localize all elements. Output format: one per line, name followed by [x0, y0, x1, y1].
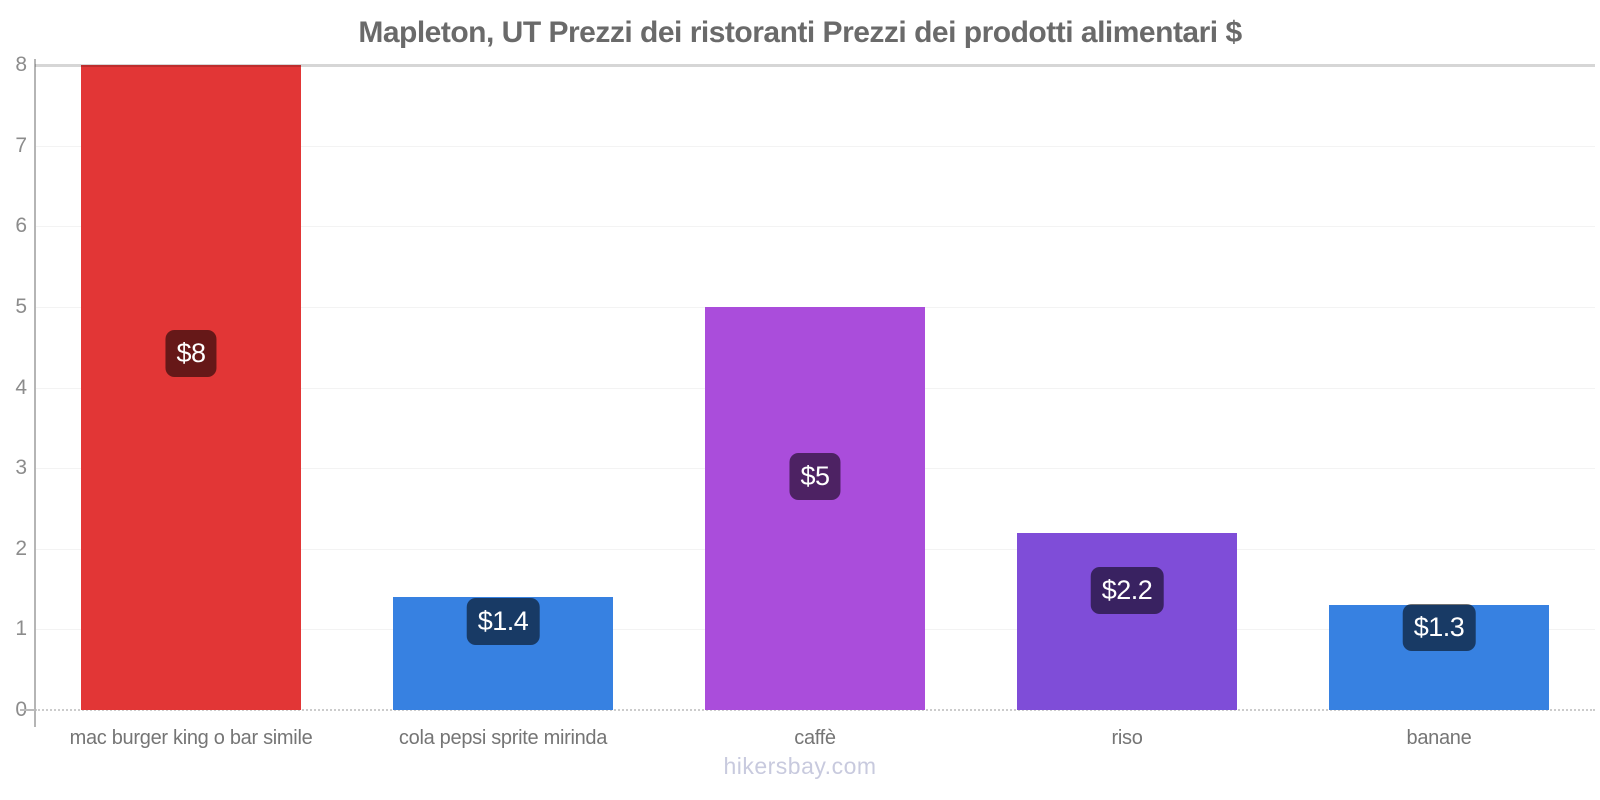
value-badge: $1.4 [466, 598, 540, 645]
y-tick-label: 3 [15, 456, 27, 480]
y-tick-label: 1 [15, 617, 27, 641]
x-category-label: cola pepsi sprite mirinda [398, 727, 608, 749]
y-tick-label: 2 [15, 536, 27, 560]
bar-4[interactable] [1017, 532, 1237, 710]
chart-title: Mapleton, UT Prezzi dei ristoranti Prezz… [358, 16, 1242, 49]
value-badge: $8 [165, 330, 217, 377]
x-category-label: riso [1111, 727, 1143, 749]
gridline-y7 [35, 145, 1595, 147]
x-category-label: banane [1406, 727, 1472, 749]
gridline-y6 [35, 226, 1595, 228]
y-tick-label: 6 [15, 214, 27, 238]
y-tick-label: 8 [15, 53, 27, 76]
y-tick-label: 7 [15, 133, 27, 157]
bar-1[interactable] [81, 65, 301, 710]
bar-3[interactable] [705, 306, 925, 710]
x-category-label: mac burger king o bar simile [69, 727, 313, 749]
value-badge: $2.2 [1090, 567, 1164, 614]
value-badge: $5 [789, 453, 841, 500]
y-tick-label: 5 [15, 294, 27, 318]
value-badge: $1.3 [1402, 604, 1476, 651]
zero-tick-mark [20, 709, 35, 711]
x-category-label: caffè [794, 727, 836, 749]
y-tick-label: 4 [15, 375, 27, 399]
top-gridline [35, 64, 1595, 67]
x-axis-baseline [35, 709, 1595, 711]
footer-watermark: hikersbay.com [723, 753, 877, 779]
y-axis-line [34, 59, 36, 727]
